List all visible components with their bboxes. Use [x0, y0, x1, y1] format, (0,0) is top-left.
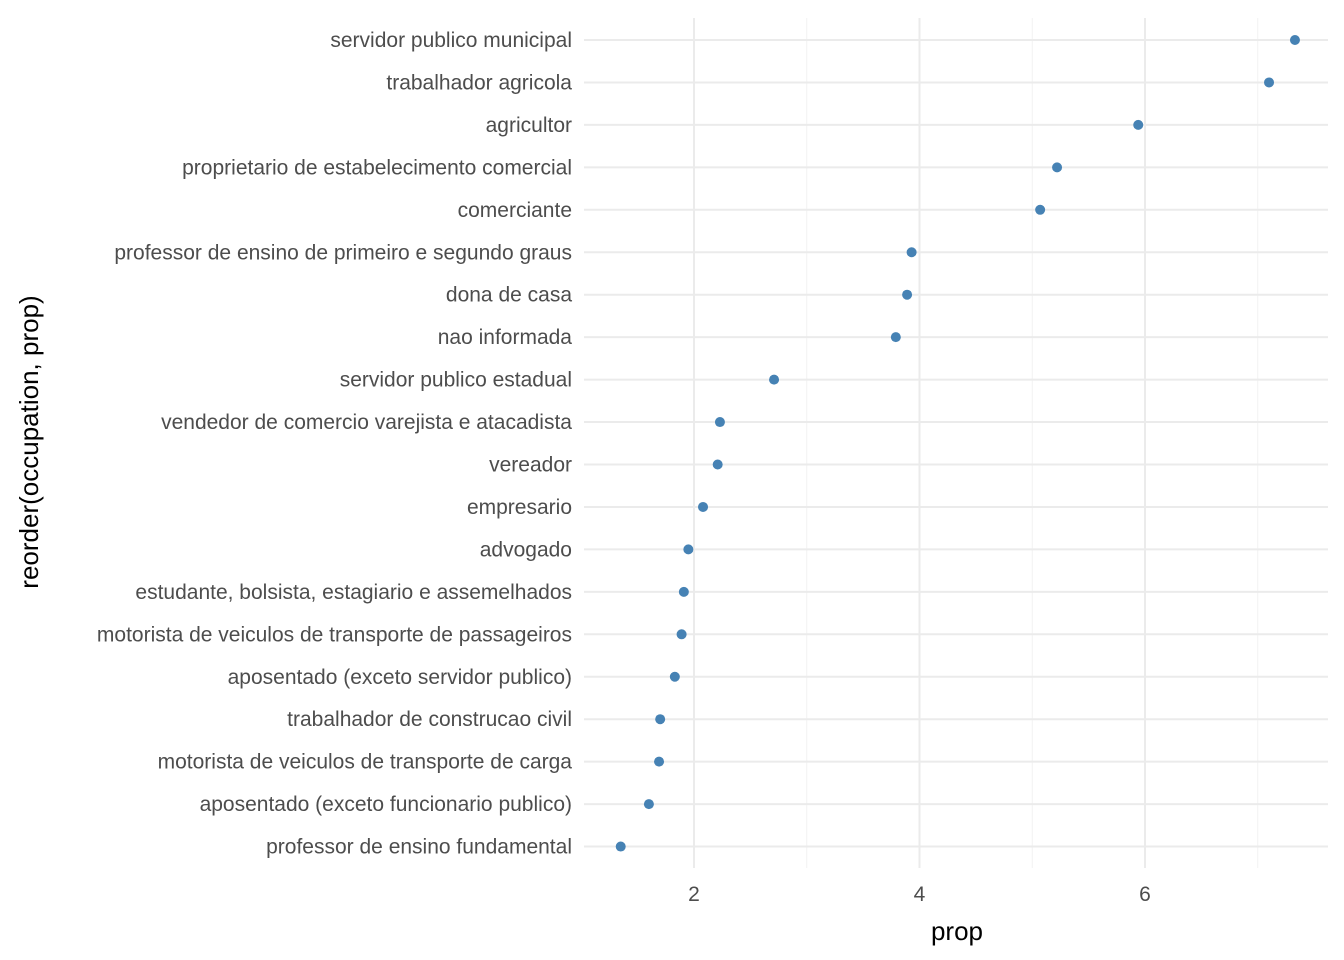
y-tick-label: professor de ensino de primeiro e segund…: [114, 241, 572, 264]
y-tick-label: dona de casa: [446, 284, 572, 307]
x-tick-label: 6: [1139, 883, 1151, 906]
data-point: [902, 289, 913, 300]
x-tick-labels: 2 4 6: [688, 883, 1151, 906]
data-point: [643, 799, 654, 810]
y-tick-label: servidor publico estadual: [340, 369, 572, 392]
y-tick-label: motorista de veiculos de transporte de p…: [97, 623, 572, 646]
y-tick-label: trabalhador de construcao civil: [287, 708, 572, 731]
y-tick-label: proprietario de estabelecimento comercia…: [182, 156, 572, 179]
data-point: [654, 756, 665, 767]
x-tick-label: 2: [688, 883, 700, 906]
y-tick-label: nao informada: [438, 326, 573, 349]
data-point: [1133, 119, 1144, 130]
data-point: [683, 544, 694, 555]
y-tick-label: servidor publico municipal: [330, 29, 572, 52]
y-axis-title: reorder(occupation, prop): [14, 295, 44, 588]
data-point: [712, 459, 723, 470]
data-point: [676, 629, 687, 640]
y-tick-label: motorista de veiculos de transporte de c…: [158, 751, 573, 774]
data-point: [1264, 77, 1275, 88]
y-tick-label: comerciante: [458, 199, 572, 222]
x-axis-title: prop: [931, 916, 983, 946]
y-tick-label: vendedor de comercio varejista e atacadi…: [161, 411, 572, 434]
data-point: [615, 841, 626, 852]
data-point: [1052, 162, 1063, 173]
data-point: [669, 671, 680, 682]
y-tick-labels: servidor publico municipal trabalhador ag…: [97, 29, 572, 859]
x-tick-label: 4: [914, 883, 926, 906]
data-point: [655, 714, 666, 725]
y-tick-label: trabalhador agricola: [386, 71, 572, 94]
data-point: [698, 501, 709, 512]
data-points: [615, 35, 1300, 852]
y-tick-label: aposentado (exceto servidor publico): [228, 666, 572, 689]
grid-layer: [584, 18, 1328, 868]
y-tick-label: estudante, bolsista, estagiario e asseme…: [135, 581, 572, 604]
data-point: [1035, 204, 1046, 215]
y-tick-label: agricultor: [486, 114, 572, 137]
data-point: [906, 247, 917, 258]
data-point: [890, 332, 901, 343]
y-tick-label: empresario: [467, 496, 572, 519]
y-tick-label: advogado: [480, 538, 572, 561]
data-point: [769, 374, 780, 385]
y-tick-label: vereador: [489, 454, 572, 477]
data-point: [1289, 35, 1300, 45]
y-tick-label: aposentado (exceto funcionario publico): [200, 793, 572, 816]
data-point: [678, 586, 689, 597]
data-point: [714, 417, 725, 428]
y-tick-label: professor de ensino fundamental: [266, 836, 572, 859]
